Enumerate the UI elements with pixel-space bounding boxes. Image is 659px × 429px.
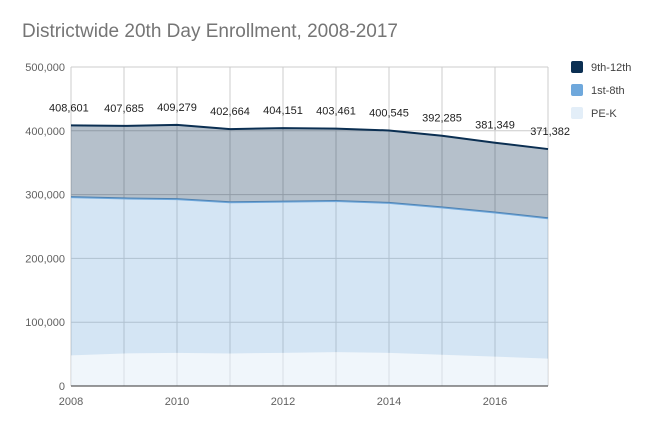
legend: 9th-12th 1st-8th PE-K bbox=[571, 61, 631, 120]
data-label-layer: 408,601 407,685 409,279 402,664 404,151 403,4… bbox=[49, 102, 570, 138]
y-tick-label: 500,000 bbox=[25, 62, 65, 74]
x-tick-label: 2014 bbox=[377, 396, 401, 408]
legend-swatch bbox=[571, 61, 583, 73]
legend-label: 1st-8th bbox=[591, 85, 625, 97]
y-tick-label: 300,000 bbox=[25, 190, 65, 202]
grid-layer bbox=[70, 66, 549, 386]
axis-layer: 0 100,000 200,000 300,000 400,000 500,000 2008… bbox=[25, 62, 548, 408]
area-layer bbox=[70, 123, 549, 386]
area-pe-k bbox=[71, 352, 548, 386]
total-data-label: 392,285 bbox=[422, 113, 462, 125]
area-9th-12th bbox=[71, 124, 548, 219]
x-tick-label: 2012 bbox=[271, 396, 295, 408]
area-1st-8th bbox=[71, 197, 548, 359]
y-tick-label: 400,000 bbox=[25, 126, 65, 138]
total-data-label: 371,382 bbox=[530, 126, 570, 138]
line-9th-12th bbox=[70, 123, 549, 151]
legend-swatch bbox=[571, 84, 583, 96]
total-data-label: 407,685 bbox=[104, 103, 144, 115]
total-data-label: 400,545 bbox=[369, 107, 409, 119]
x-tick-label: 2016 bbox=[483, 396, 507, 408]
legend-swatch bbox=[571, 107, 583, 119]
line-1st-8th bbox=[70, 196, 549, 220]
x-tick-label: 2010 bbox=[165, 396, 189, 408]
legend-label: 9th-12th bbox=[591, 62, 631, 74]
legend-label: PE-K bbox=[591, 108, 617, 120]
y-tick-label: 0 bbox=[59, 381, 65, 393]
total-data-label: 381,349 bbox=[475, 120, 515, 132]
total-data-label: 409,279 bbox=[157, 102, 197, 114]
total-data-label: 402,664 bbox=[210, 106, 250, 118]
total-data-label: 403,461 bbox=[316, 106, 356, 118]
y-tick-label: 200,000 bbox=[25, 253, 65, 265]
y-tick-label: 100,000 bbox=[25, 317, 65, 329]
total-data-label: 408,601 bbox=[49, 102, 89, 114]
x-tick-label: 2008 bbox=[59, 396, 83, 408]
total-data-label: 404,151 bbox=[263, 105, 303, 117]
chart-title: Districtwide 20th Day Enrollment, 2008-2… bbox=[22, 21, 398, 42]
